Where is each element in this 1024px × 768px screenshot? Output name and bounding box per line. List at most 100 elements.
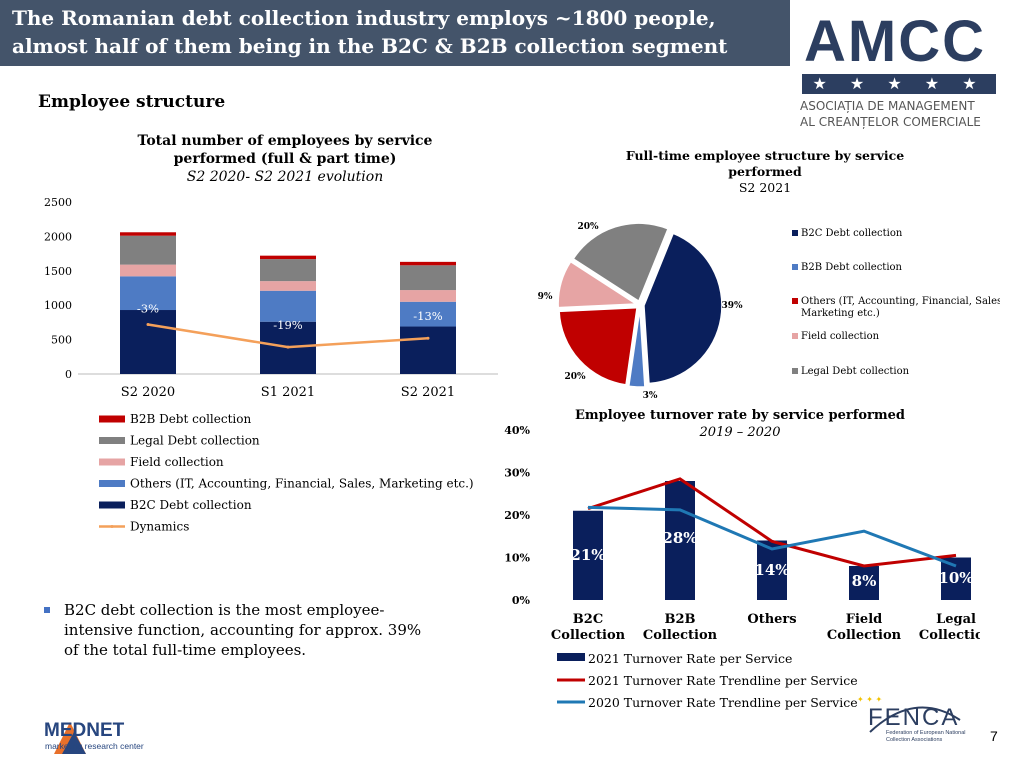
data-label: 28%	[662, 529, 697, 547]
dynamics-point	[426, 336, 430, 340]
legend-label: B2C Debt collection	[130, 498, 252, 512]
trendline	[587, 477, 957, 568]
amcc-subtitle-line2: AL CREANȚELOR COMERCIALE	[800, 115, 981, 129]
bar-segment	[400, 290, 456, 302]
dynamics-point	[286, 345, 290, 349]
legend-label: Legal Debt collection	[130, 434, 260, 448]
bar-segment	[260, 290, 316, 322]
legend-swatch	[99, 415, 125, 423]
legend-label: 2021 Turnover Rate per Service	[588, 651, 792, 666]
legend-swatch	[99, 501, 125, 509]
data-label: 10%	[938, 569, 973, 587]
dynamics-point	[146, 322, 150, 326]
bar-segment	[120, 276, 176, 311]
x-tick-label: Legal	[936, 612, 976, 627]
x-tick-label: B2B	[664, 612, 695, 627]
bar-segment	[260, 259, 316, 282]
chart3-subtitle: 2019 – 2020	[699, 425, 781, 440]
fenca-logo-icon: ✦ ✦ ✦	[857, 695, 961, 733]
bar-segment	[120, 232, 176, 236]
legend-swatch	[792, 298, 798, 304]
x-tick-label: S2 2021	[401, 385, 455, 400]
amcc-logo-text: AMCC	[804, 9, 986, 74]
legend-label: 2021 Turnover Rate Trendline per Service	[588, 673, 858, 688]
page-number: 7	[990, 728, 998, 744]
y-tick-label: 30%	[504, 467, 530, 480]
amcc-subtitle-line1: ASOCIAȚIA DE MANAGEMENT	[800, 99, 975, 113]
x-tick-label: Collection	[827, 628, 902, 643]
turnover-bar	[573, 510, 603, 600]
y-tick-label: 20%	[504, 509, 530, 522]
section-heading: Employee structure	[38, 92, 226, 112]
y-tick-label: 1500	[44, 265, 72, 278]
legend-label: Others (IT, Accounting, Financial, Sales…	[130, 477, 474, 491]
pie-data-label: 20%	[564, 372, 586, 382]
y-tick-label: 500	[51, 334, 72, 347]
amcc-stars-icon: ★ ★ ★ ★ ★	[812, 74, 986, 93]
bar-segment	[400, 265, 456, 291]
turnover-bar	[665, 481, 695, 600]
legend-label: Marketing etc.)	[801, 308, 880, 319]
stacked-bar-chart: 0 500 1000 1500 2000 2500 S2 2020 S1 2021 S2 202…	[44, 196, 498, 400]
amcc-subtitle: ASOCIAȚIA DE MANAGEMENT AL CREANȚELOR CO…	[800, 98, 1010, 130]
legend-swatch-marker	[110, 525, 114, 528]
chart2-title: Full-time employee structure by service …	[625, 148, 905, 179]
legend-label: Dynamics	[130, 520, 189, 534]
legend-label: B2C Debt collection	[801, 228, 903, 239]
x-tick-label: Collection	[643, 628, 718, 643]
bullet-marker-icon	[44, 607, 50, 613]
y-tick-label: 2500	[44, 196, 72, 209]
data-label: 8%	[852, 572, 877, 590]
trendline	[587, 505, 957, 568]
pie-data-label: 20%	[577, 222, 599, 232]
y-tick-label: 40%	[504, 424, 530, 437]
legend-swatch	[99, 458, 125, 466]
x-tick-label: Collection	[919, 628, 980, 643]
legend-swatch	[792, 368, 798, 374]
x-tick-label: B2C	[573, 612, 603, 627]
chart3-title-block: Employee turnover rate by service perfor…	[560, 407, 920, 441]
x-tick-label: Others	[747, 612, 796, 627]
legend-label: Field collection	[801, 331, 880, 342]
turnover-bar	[849, 566, 879, 600]
legend-swatch	[792, 230, 798, 236]
bar-segment	[260, 281, 316, 291]
y-tick-label: 2000	[44, 230, 72, 243]
bar-segment	[400, 301, 456, 327]
stacked-bar-chart-legend: B2B Debt collection Legal Debt collection…	[99, 412, 474, 534]
x-tick-label: S2 2020	[121, 385, 175, 400]
legend-swatch	[99, 480, 125, 487]
bar-segment	[260, 255, 316, 260]
bar-segment	[120, 235, 176, 265]
fenca-logo-text: FENCA	[868, 704, 960, 731]
pie-slice	[557, 260, 639, 309]
x-tick-label: Field	[846, 612, 882, 627]
data-label: -19%	[273, 318, 303, 332]
chart1-title: Total number of employees by service per…	[137, 133, 433, 167]
bullet-point: B2C debt collection is the most employee…	[44, 600, 424, 660]
legend-swatch	[792, 333, 798, 339]
legend-swatch	[792, 264, 798, 270]
header-bar	[0, 0, 790, 66]
svg-text:✦ ✦ ✦: ✦ ✦ ✦	[857, 695, 882, 704]
data-label: 21%	[570, 546, 605, 564]
bullet-text: B2C debt collection is the most employee…	[64, 601, 422, 659]
mednet-logo-text: MEDNET	[44, 720, 125, 741]
pie-chart: 39% 3% 20% 9% 20% B2C Debt collection B2B Debt…	[538, 222, 1000, 400]
turnover-chart: 0%10%20%30%40%B2CCollectionB2BCollection…	[504, 424, 980, 710]
pie-slice	[558, 306, 638, 386]
chart1-subtitle: S2 2020- S2 2021 evolution	[186, 169, 384, 185]
data-label: -13%	[413, 309, 443, 323]
mednet-logo-icon	[54, 722, 86, 754]
legend-label: Legal Debt collection	[801, 366, 910, 377]
chart1-title-block: Total number of employees by service per…	[100, 132, 470, 186]
x-tick-label: Collection	[551, 628, 626, 643]
page-title: The Romanian debt collection industry em…	[12, 6, 728, 58]
pie-slice	[627, 308, 646, 388]
pie-slice	[572, 222, 669, 303]
mednet-tagline: marketing research center	[45, 741, 144, 751]
x-tick-label: S1 2021	[261, 385, 315, 400]
data-label: -3%	[137, 301, 159, 315]
pie-slice	[643, 232, 723, 385]
legend-label: B2B Debt collection	[130, 412, 251, 426]
